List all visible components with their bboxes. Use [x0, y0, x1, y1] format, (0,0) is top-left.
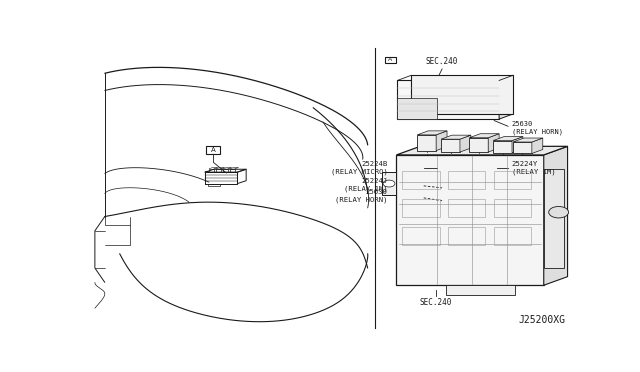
Bar: [403, 227, 440, 246]
Text: 25630
(RELAY HORN): 25630 (RELAY HORN): [511, 121, 563, 135]
Polygon shape: [441, 135, 471, 139]
Polygon shape: [396, 155, 544, 285]
Bar: [493, 199, 531, 217]
Text: 25224B
(RELAY MICRO): 25224B (RELAY MICRO): [331, 161, 388, 175]
Circle shape: [383, 180, 395, 187]
Text: A: A: [388, 57, 392, 62]
Polygon shape: [488, 134, 499, 152]
Polygon shape: [512, 137, 523, 153]
Bar: [207, 146, 220, 154]
Circle shape: [548, 206, 568, 218]
Polygon shape: [397, 97, 437, 119]
Polygon shape: [469, 138, 488, 152]
Bar: [403, 171, 440, 189]
Polygon shape: [441, 139, 460, 152]
Text: SEC.240: SEC.240: [426, 57, 458, 66]
Polygon shape: [412, 75, 513, 114]
Bar: [493, 171, 531, 189]
Polygon shape: [397, 80, 499, 119]
Polygon shape: [436, 131, 447, 151]
Bar: [493, 227, 531, 246]
Polygon shape: [493, 141, 512, 153]
Bar: [448, 199, 485, 217]
Text: J25200XG: J25200XG: [518, 315, 565, 326]
Polygon shape: [499, 75, 513, 119]
Text: SEC.240: SEC.240: [420, 298, 452, 307]
Bar: [448, 171, 485, 189]
Polygon shape: [544, 146, 568, 285]
Polygon shape: [446, 285, 515, 295]
Bar: [385, 57, 396, 63]
Bar: [448, 227, 485, 246]
Polygon shape: [469, 134, 499, 138]
Polygon shape: [513, 138, 543, 142]
Polygon shape: [417, 135, 436, 151]
Text: A: A: [211, 147, 216, 153]
Polygon shape: [513, 142, 532, 154]
Polygon shape: [396, 146, 568, 155]
Polygon shape: [417, 131, 447, 135]
Polygon shape: [532, 138, 543, 154]
Polygon shape: [493, 137, 523, 141]
Polygon shape: [544, 169, 564, 268]
Bar: [403, 199, 440, 217]
Text: 25224Y
(RELAY 1M): 25224Y (RELAY 1M): [511, 161, 556, 175]
Polygon shape: [460, 135, 471, 152]
Polygon shape: [381, 172, 396, 195]
Text: 25630
(RELAY HORN): 25630 (RELAY HORN): [335, 189, 388, 203]
Text: 25224J
(RELAY 1M): 25224J (RELAY 1M): [344, 178, 388, 192]
